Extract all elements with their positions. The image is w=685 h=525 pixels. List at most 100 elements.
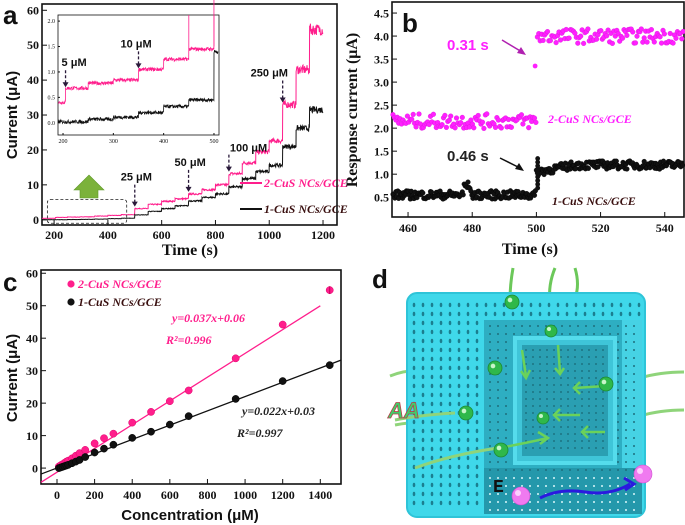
b-data-point [448, 113, 454, 119]
inner-pore [497, 477, 499, 479]
b-data-point [492, 124, 499, 130]
inner-cube-pore [588, 349, 590, 351]
b-data-point [404, 113, 410, 119]
inner-cube-pore [553, 370, 555, 372]
inner-cube-pore [567, 384, 569, 386]
inner-pore [505, 397, 507, 399]
inner-cube-pore [560, 440, 562, 442]
b-data-point [452, 125, 458, 131]
pore [466, 302, 470, 308]
electron-transfer-arrow [539, 482, 631, 500]
pore [421, 374, 425, 380]
c-y-tick-label: 50 [26, 299, 38, 313]
pore [430, 401, 434, 407]
inner-pore [489, 381, 491, 383]
inner-cube-pore [553, 440, 555, 442]
pore [457, 356, 461, 362]
inner-pore [505, 373, 507, 375]
inner-cube-pore [595, 377, 597, 379]
inner-pore [585, 485, 587, 487]
b-data-point [634, 33, 640, 39]
inner-cube-pore [546, 384, 548, 386]
pore [439, 365, 443, 371]
inner-pore [489, 477, 491, 479]
pore [448, 446, 452, 452]
a-x-tick-label: 600 [153, 228, 171, 242]
inner-pore [545, 469, 547, 471]
pore [448, 464, 452, 470]
electron-highlight [515, 490, 521, 496]
inner-pore [569, 485, 571, 487]
inset-series-line-2cus [58, 0, 215, 105]
inner-cube-pore [602, 370, 604, 372]
b-data-point [409, 116, 415, 122]
pore [421, 428, 425, 434]
pore [466, 347, 470, 353]
b-arrow-1cus-head [515, 163, 524, 171]
b-y-axis-label: Response current (μA) [344, 33, 361, 188]
inner-cube-pore [588, 412, 590, 414]
inner-pore [489, 469, 491, 471]
b-data-point [475, 112, 481, 119]
pore [592, 302, 596, 308]
inner-pore [489, 429, 491, 431]
pore [466, 365, 470, 371]
pore [628, 302, 632, 308]
inner-pore [553, 477, 555, 479]
inner-pore [593, 477, 595, 479]
c-r2-2cus: R²=0.996 [165, 333, 211, 347]
inner-pore [561, 469, 563, 471]
panel-label-a: a [3, 0, 18, 30]
inner-pore [585, 509, 587, 511]
inner-pore [497, 461, 499, 463]
inner-pore [617, 357, 619, 359]
pore [421, 482, 425, 488]
inner-cube-pore [546, 426, 548, 428]
inner-pore [601, 469, 603, 471]
c-data-point-1cus [81, 453, 90, 461]
inner-pore [633, 373, 635, 375]
b-data-point [535, 174, 541, 180]
c-data-point-2cus [278, 320, 287, 329]
c-data-point-1cus [231, 395, 240, 403]
electron-particle [511, 486, 531, 506]
b-data-point [420, 190, 426, 196]
inner-cube-pore [560, 391, 562, 393]
analyte-molecule [598, 376, 614, 392]
diffusion-arrow [520, 349, 528, 377]
pore [448, 500, 452, 506]
inner-cube-pore [532, 370, 534, 372]
pore [412, 500, 416, 506]
inner-pore [513, 509, 515, 511]
c-data-point-1cus [90, 448, 99, 457]
b-data-point [544, 29, 551, 35]
pore [466, 356, 470, 362]
inner-pore [497, 429, 499, 431]
inner-cube-pore [574, 377, 576, 379]
pore [448, 374, 452, 380]
inner-pore [497, 509, 499, 511]
inner-pore [537, 477, 539, 479]
inner-cube-pore [553, 384, 555, 386]
b-arrow-1cus [499, 157, 521, 169]
inner-pore [497, 437, 499, 439]
b-data-point [443, 124, 449, 130]
inner-pore [561, 477, 563, 479]
pore [448, 428, 452, 434]
pore [619, 311, 623, 317]
b-arrow-2cus [501, 39, 523, 53]
inner-pore [529, 477, 531, 479]
inner-cube-pore [539, 405, 541, 407]
b-data-point [648, 27, 654, 33]
inner-pore [513, 485, 515, 487]
inner-cube-pore [546, 447, 548, 449]
inner-cube-pore [567, 398, 569, 400]
pore [421, 437, 425, 443]
inner-cube-pore [602, 405, 604, 407]
pore [457, 302, 461, 308]
pore [475, 455, 479, 461]
pore [466, 500, 470, 506]
pore [502, 311, 506, 317]
inner-pore [577, 485, 579, 487]
inset-y-tick-label: 2.0 [48, 19, 56, 25]
